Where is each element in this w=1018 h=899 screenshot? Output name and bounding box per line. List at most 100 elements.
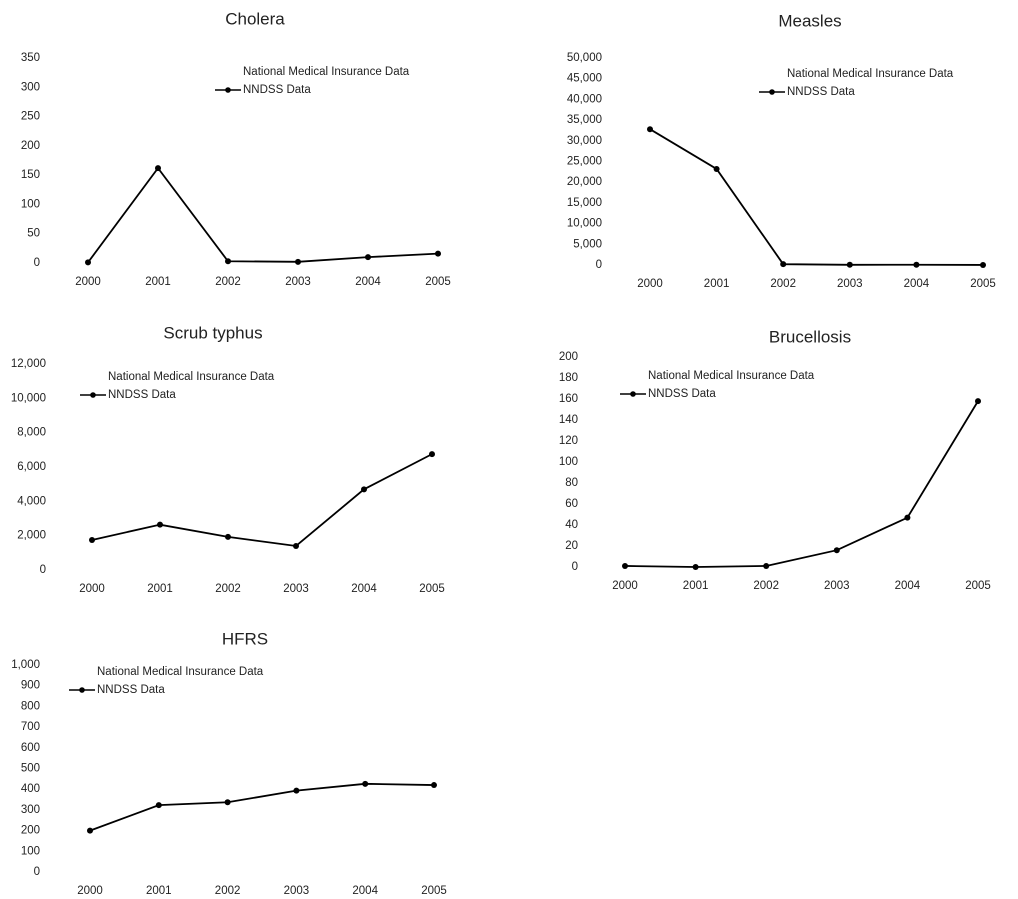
y-tick-label: 700 — [21, 721, 40, 733]
y-tick-label: 10,000 — [11, 392, 46, 404]
x-tick-label: 2005 — [965, 580, 991, 592]
legend-label: National Medical Insurance Data — [243, 66, 410, 78]
legend-marker — [79, 687, 85, 693]
y-tick-label: 30,000 — [567, 135, 602, 147]
y-tick-label: 50,000 — [567, 52, 602, 64]
y-tick-label: 20,000 — [567, 176, 602, 188]
y-tick-label: 35,000 — [567, 114, 602, 126]
data-point — [155, 165, 161, 172]
x-tick-label: 2004 — [352, 885, 378, 897]
y-tick-label: 0 — [572, 561, 578, 573]
y-tick-label: 100 — [21, 198, 40, 210]
x-tick-label: 2002 — [215, 276, 241, 288]
data-point — [225, 258, 231, 265]
x-tick-label: 2003 — [285, 276, 311, 288]
data-point — [431, 782, 437, 789]
data-point — [85, 259, 91, 266]
data-point — [913, 261, 920, 268]
x-tick-label: 2003 — [284, 885, 310, 897]
data-point — [763, 562, 770, 569]
y-tick-label: 250 — [21, 111, 40, 123]
data-point — [362, 780, 369, 787]
y-tick-label: 4,000 — [17, 495, 46, 507]
data-point — [361, 486, 367, 493]
legend-label: NNDSS Data — [787, 86, 855, 98]
x-tick-label: 2000 — [77, 885, 103, 897]
x-tick-label: 2001 — [145, 276, 171, 288]
data-point — [155, 802, 162, 809]
y-tick-label: 45,000 — [567, 73, 602, 85]
data-point — [293, 542, 299, 549]
y-tick-label: 40,000 — [567, 93, 602, 105]
legend-label: NNDSS Data — [648, 388, 716, 400]
chart-title: HFRS — [222, 629, 268, 648]
y-tick-label: 10,000 — [567, 218, 602, 230]
y-tick-label: 180 — [559, 372, 578, 384]
legend-marker — [630, 391, 636, 397]
x-tick-label: 2000 — [637, 278, 663, 290]
y-tick-label: 5,000 — [573, 238, 602, 250]
x-tick-label: 2002 — [770, 278, 796, 290]
data-point — [435, 250, 441, 257]
data-point — [692, 564, 699, 570]
y-tick-label: 0 — [40, 564, 46, 576]
y-tick-label: 2,000 — [17, 530, 46, 542]
y-tick-label: 150 — [21, 169, 40, 181]
series-line — [649, 128, 984, 266]
x-tick-label: 2005 — [421, 885, 447, 897]
legend-label: NNDSS Data — [108, 389, 176, 401]
series-line — [91, 453, 433, 547]
y-tick-label: 160 — [559, 393, 578, 405]
legend-marker — [225, 87, 231, 93]
legend-label: National Medical Insurance Data — [97, 666, 264, 678]
series-line — [89, 782, 435, 832]
x-tick-label: 2000 — [79, 583, 105, 595]
x-tick-label: 2000 — [75, 276, 101, 288]
data-point — [87, 827, 93, 834]
legend-marker — [90, 392, 96, 398]
data-point — [833, 547, 840, 554]
x-tick-label: 2004 — [895, 580, 921, 592]
y-tick-label: 200 — [559, 351, 578, 363]
y-tick-label: 60 — [565, 498, 578, 510]
x-tick-label: 2005 — [419, 583, 445, 595]
y-tick-label: 900 — [21, 680, 40, 692]
y-tick-label: 500 — [21, 763, 40, 775]
x-tick-label: 2001 — [146, 885, 172, 897]
y-tick-label: 12,000 — [11, 358, 46, 370]
series-line — [87, 166, 439, 263]
y-tick-label: 140 — [559, 414, 578, 426]
x-tick-label: 2001 — [704, 278, 730, 290]
y-tick-label: 600 — [21, 742, 40, 754]
y-tick-label: 20 — [565, 540, 578, 552]
y-tick-label: 0 — [34, 257, 40, 269]
x-tick-label: 2001 — [683, 580, 709, 592]
x-tick-label: 2003 — [837, 278, 863, 290]
y-tick-label: 120 — [559, 435, 578, 447]
y-tick-label: 350 — [21, 52, 40, 64]
data-point — [975, 398, 981, 405]
data-point — [295, 258, 301, 265]
x-tick-label: 2002 — [215, 583, 241, 595]
legend-label: National Medical Insurance Data — [787, 68, 954, 80]
y-tick-label: 15,000 — [567, 197, 602, 209]
y-tick-label: 800 — [21, 700, 40, 712]
y-tick-label: 25,000 — [567, 156, 602, 168]
legend-label: National Medical Insurance Data — [648, 370, 815, 382]
data-point — [157, 521, 163, 528]
data-point — [429, 451, 435, 458]
x-tick-label: 2002 — [215, 885, 241, 897]
y-tick-label: 200 — [21, 825, 40, 837]
y-tick-label: 400 — [21, 783, 40, 795]
data-point — [365, 254, 371, 261]
y-tick-label: 0 — [34, 866, 40, 878]
data-point — [780, 261, 787, 268]
data-point — [224, 799, 231, 806]
y-tick-label: 300 — [21, 804, 40, 816]
y-tick-label: 300 — [21, 81, 40, 93]
y-tick-label: 1,000 — [11, 659, 40, 671]
chart-title: Scrub typhus — [163, 323, 262, 342]
data-point — [293, 787, 300, 794]
legend-label: NNDSS Data — [243, 84, 311, 96]
x-tick-label: 2004 — [351, 583, 377, 595]
